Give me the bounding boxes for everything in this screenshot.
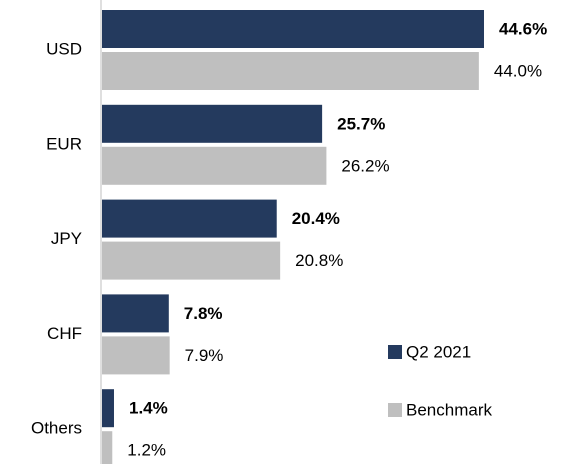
value-label: 20.4% — [292, 209, 340, 228]
legend-label: Benchmark — [406, 400, 492, 419]
bar — [102, 336, 170, 375]
value-label: 44.6% — [499, 19, 547, 38]
category-label: Others — [31, 419, 82, 438]
category-label: JPY — [51, 229, 82, 248]
value-label: 1.4% — [129, 399, 168, 418]
category-label: CHF — [47, 324, 82, 343]
bar — [102, 146, 327, 185]
legend-swatch — [388, 345, 402, 359]
value-label: 44.0% — [494, 61, 542, 80]
bar — [102, 104, 323, 143]
bar — [102, 199, 277, 238]
bar — [102, 52, 479, 90]
category-label: USD — [46, 39, 82, 58]
category-label: EUR — [46, 134, 82, 153]
bar — [102, 431, 113, 464]
bar — [102, 389, 114, 428]
value-label: 25.7% — [337, 114, 385, 133]
value-label: 20.8% — [295, 251, 343, 270]
value-label: 7.8% — [184, 304, 223, 323]
value-label: 7.9% — [185, 346, 224, 365]
bar — [102, 241, 281, 280]
value-label: 26.2% — [341, 156, 389, 175]
bar — [102, 10, 484, 48]
value-label: 1.2% — [127, 441, 166, 460]
legend-swatch — [388, 403, 402, 417]
legend-label: Q2 2021 — [406, 342, 471, 361]
bar — [102, 294, 169, 333]
